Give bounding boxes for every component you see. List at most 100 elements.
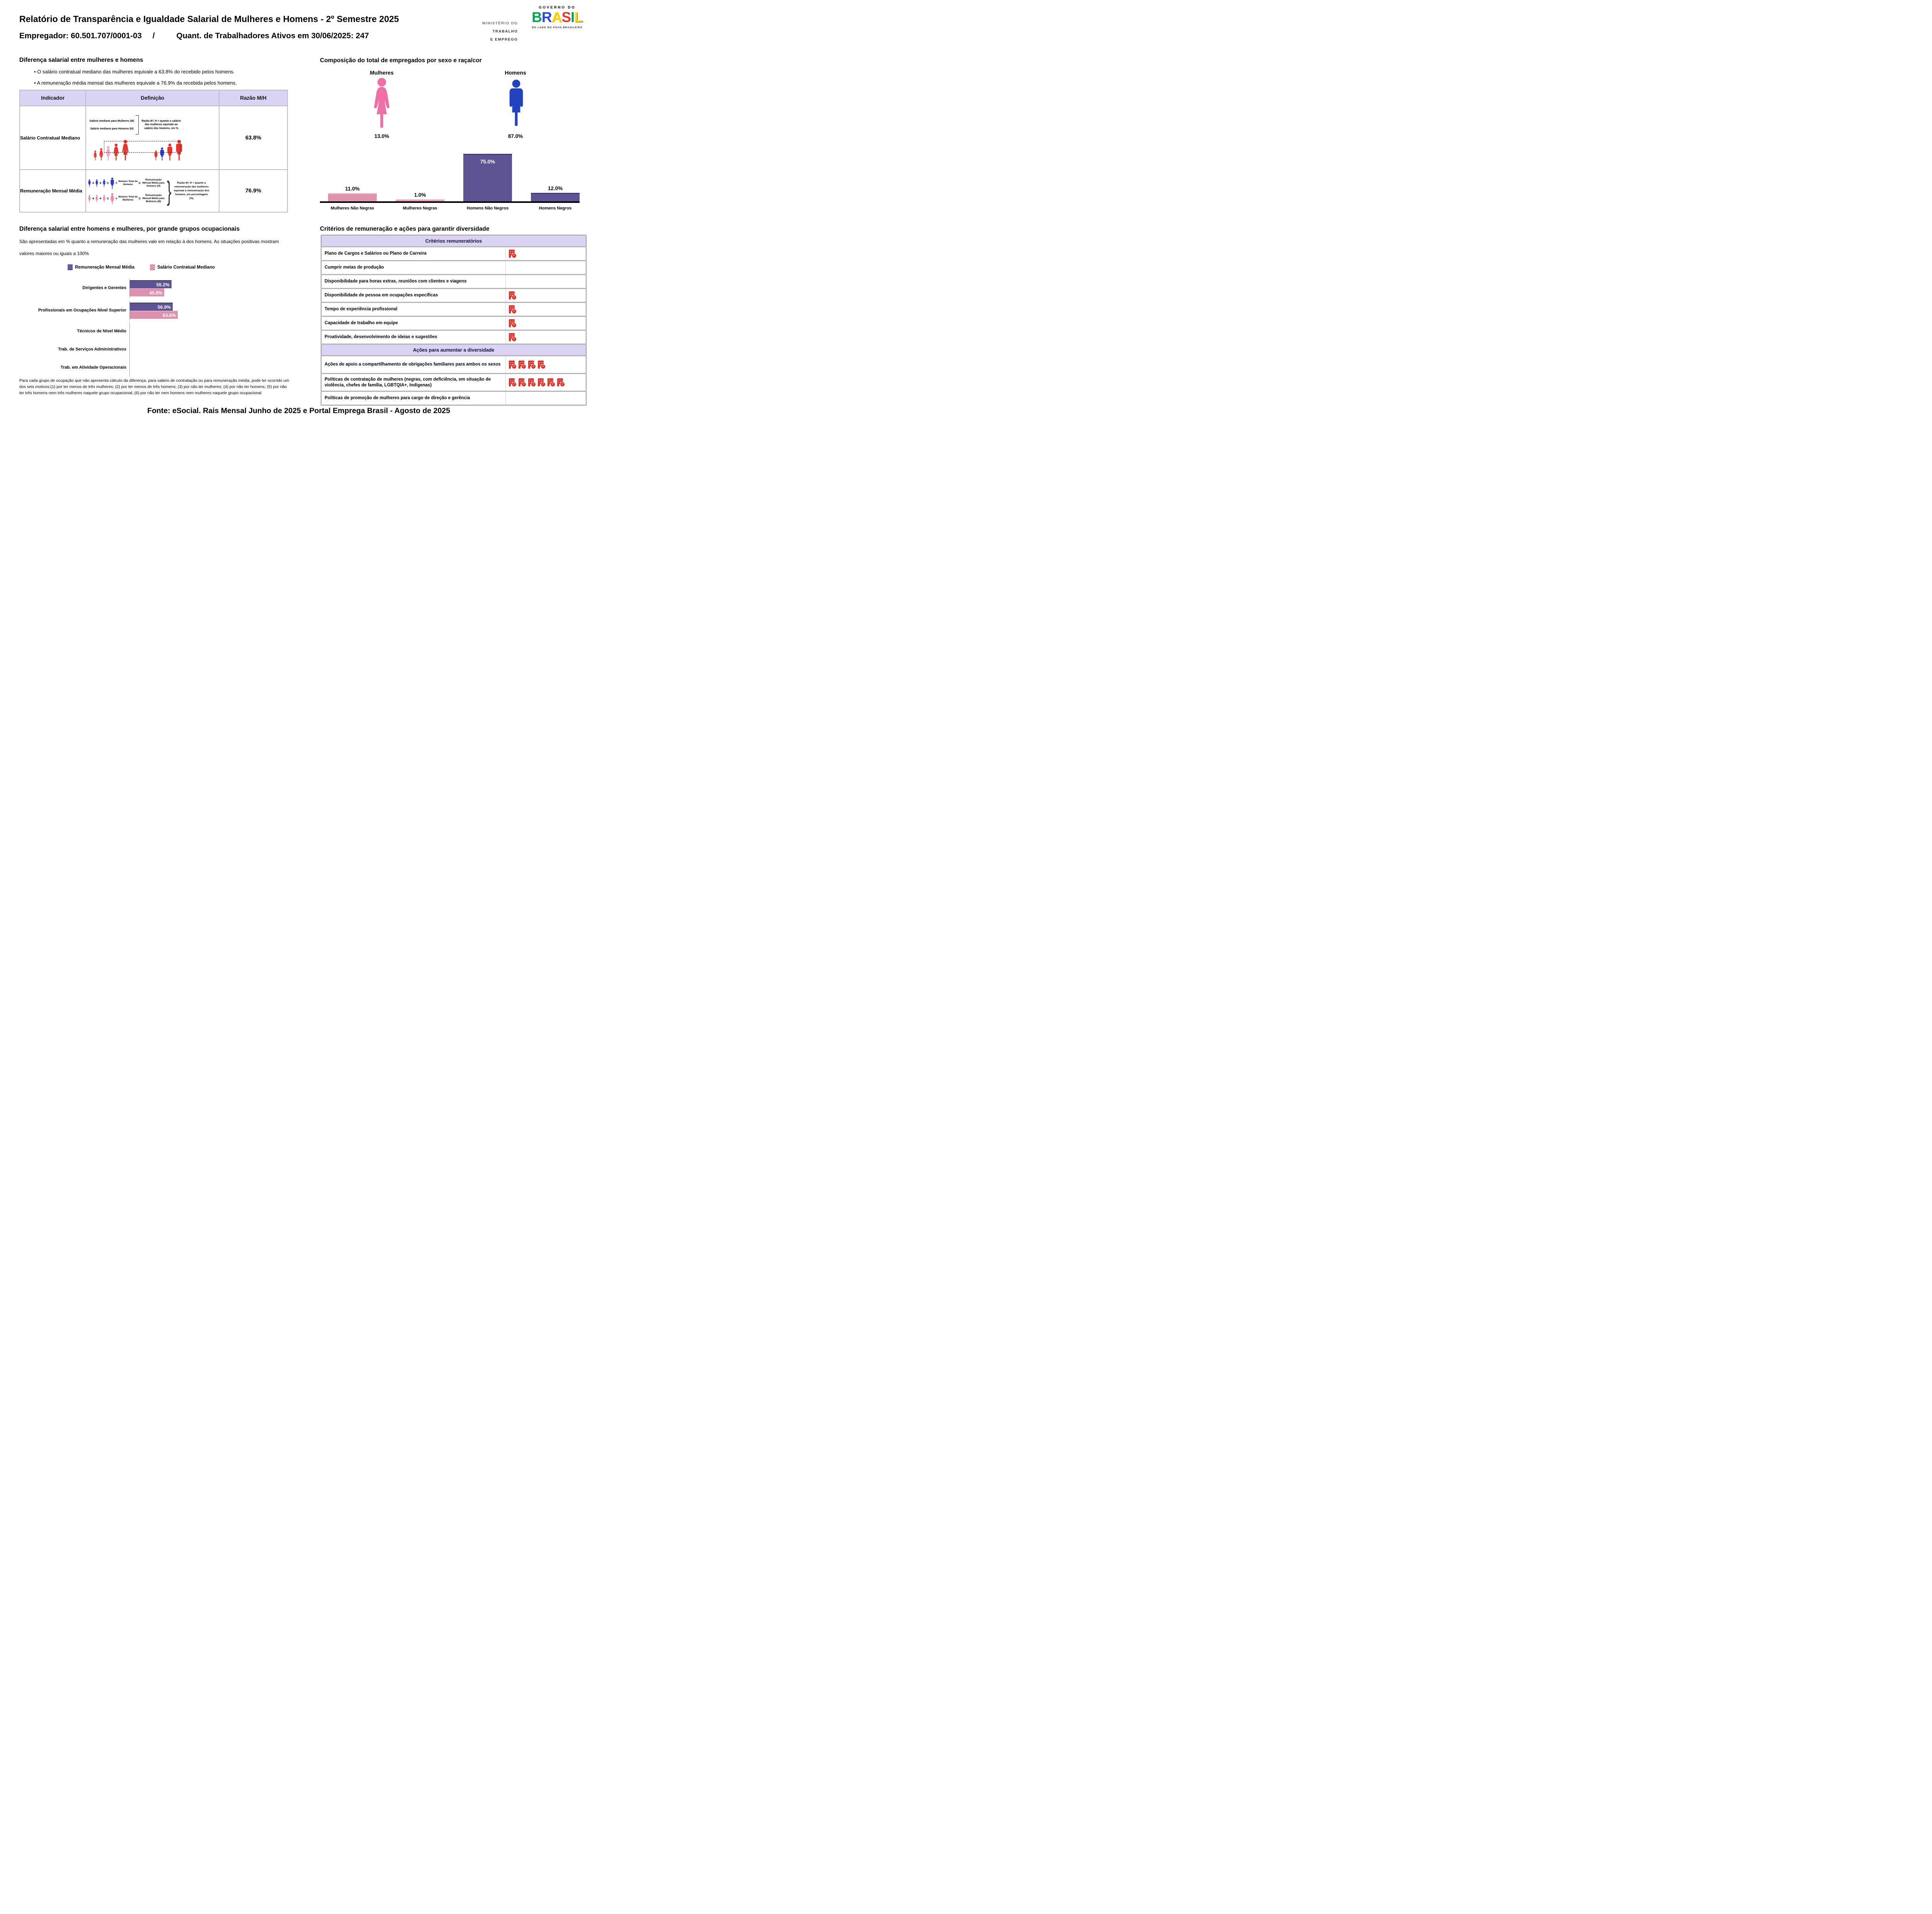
occupational-heading: Diferença salarial entre homens e mulher… xyxy=(19,226,240,232)
woman-icon xyxy=(99,148,104,160)
woman-icon xyxy=(88,195,91,202)
man-icon xyxy=(88,179,91,187)
brasil-wordmark: BRASIL xyxy=(532,9,583,25)
building-check-icon: ✓ xyxy=(528,378,536,387)
bar-mulheres-nao-negras xyxy=(328,193,377,201)
people-row xyxy=(88,136,218,160)
female-group-label: Mulheres xyxy=(370,70,394,76)
section-header-acoes: Ações para aumentar a diversidade xyxy=(321,344,586,356)
building-check-icon: ✓ xyxy=(509,378,517,387)
woman-icon xyxy=(102,195,106,202)
indicator-label: Salário Contratual Mediano xyxy=(19,105,87,170)
check-icons: ✓ ✓ ✓ ✓ xyxy=(509,361,586,369)
ratio-value: 63.8% xyxy=(219,105,288,170)
employer-line: Empregador: 60.501.707/0001-03 / Quant. de… xyxy=(19,31,369,41)
male-figure-icon xyxy=(506,77,526,128)
woman-icon xyxy=(93,150,97,160)
indicator-label: Remuneração Mensal Média xyxy=(19,169,87,213)
bullet-mean-remuneration: • A remuneração média mensal das mulhere… xyxy=(34,80,237,86)
table-row: Disponibilidade para horas extras, reuni… xyxy=(321,274,586,289)
bar-group-empty xyxy=(129,322,290,340)
bar-column: 11.0% xyxy=(328,186,377,201)
chart-row: Dirigentes e Gerentes 55.2% 45.8% xyxy=(19,277,290,299)
mean-remuneration-diagram: + + = ÷ Número Total de Homens = Remuner… xyxy=(86,175,219,207)
chart-row: Trab. de Serviços Administrativos xyxy=(19,340,290,359)
diagram-line-men: Salário mediano para Homens (H) xyxy=(90,127,134,130)
building-check-icon: ✓ xyxy=(509,305,517,314)
criteria-table: Critérios remuneratórios Plano de Cargos… xyxy=(321,235,587,406)
bar-salario: 45.8% xyxy=(130,288,165,296)
building-check-icon: ✓ xyxy=(509,291,517,300)
category-label: Mulheres Negras xyxy=(403,206,437,211)
bar-value-label: 75.0% xyxy=(480,159,495,165)
table-row: Salário Contratual Mediano Salário media… xyxy=(19,105,288,170)
category-label: Dirigentes e Gerentes xyxy=(82,286,126,291)
table-row: Capacidade de trabalho em equipe ✓ xyxy=(321,316,586,331)
x-axis-line xyxy=(320,201,580,203)
bar-salario: 63.6% xyxy=(130,311,178,319)
salary-gap-heading: Diferença salarial entre mulheres e home… xyxy=(19,57,143,63)
women-formula: + + = ÷ Número Total de Mulheres = Remun… xyxy=(88,193,165,204)
bar-value-label: 1.0% xyxy=(414,192,426,198)
bar-mulheres-negras xyxy=(396,199,444,201)
governo-do-brasil-logo: GOVERNO DO BRASIL DO LADO DO POVO BRASIL… xyxy=(522,5,592,29)
pink-swatch-icon xyxy=(150,264,155,270)
category-label: Mulheres Não Negras xyxy=(330,206,374,211)
chart-footnote: Para cada grupo de ocupação que não apre… xyxy=(19,378,289,395)
man-icon xyxy=(110,177,115,189)
table-row: Remuneração Mensal Média + + = ÷ xyxy=(19,169,288,213)
building-check-icon: ✓ xyxy=(557,378,565,387)
bullet-median-salary: • O salário contratual mediano das mulhe… xyxy=(34,69,235,75)
male-group-label: Homens xyxy=(505,70,526,76)
bar-group-empty xyxy=(129,340,290,359)
report-page: Relatório de Transparência e Igualdade S… xyxy=(0,0,597,425)
chart-row: Trab. em Atividade Operacionais xyxy=(19,359,290,377)
bar-remuneracao: 56.9% xyxy=(130,303,173,311)
occupational-description: São apresentadas em % quanto a remuneraç… xyxy=(19,239,279,256)
bar-value-label: 12.0% xyxy=(548,185,563,191)
bar-value-label: 11.0% xyxy=(345,186,360,192)
check-icons: ✓ xyxy=(509,250,586,258)
women-total-label: Número Total de Mulheres xyxy=(118,195,138,201)
female-share-value: 13.0% xyxy=(374,133,389,139)
purple-swatch-icon xyxy=(68,264,73,270)
criteria-heading: Critérios de remuneração e ações para ga… xyxy=(320,226,490,232)
table-row: Ações de apoio a compartilhamento de obr… xyxy=(321,355,586,374)
diagram-explanation: Razão M / H = quanto o salário das mulhe… xyxy=(141,119,181,130)
category-label: Profissionais em Ocupações Nível Superio… xyxy=(38,308,126,313)
median-comparison-box xyxy=(104,141,181,153)
table-row: Proatividade, desenvolvimento de ideias … xyxy=(321,330,586,345)
building-check-icon: ✓ xyxy=(538,361,546,369)
bar-column: 75.0% xyxy=(463,154,512,201)
table-row: Plano de Cargos e Salários ou Plano de C… xyxy=(321,246,586,261)
col-header-razao: Razão M/H xyxy=(219,90,288,106)
bar-homens-nao-negros: 75.0% xyxy=(463,154,512,201)
building-check-icon: ✓ xyxy=(509,319,517,328)
check-icons: ✓ xyxy=(509,333,586,342)
women-mean-label: Remuneração Mensal Média para Mulheres (… xyxy=(142,194,165,203)
ratio-value: 76.9% xyxy=(219,169,288,213)
brace-shape: } xyxy=(167,176,172,206)
bar-column: 1.0% xyxy=(396,192,444,201)
chart-legend: Remuneração Mensal Média Salário Contrat… xyxy=(68,264,215,270)
category-label: Homens Não Negros xyxy=(466,206,509,211)
check-icons: ✓ xyxy=(509,319,586,328)
employer-id: Empregador: 60.501.707/0001-03 xyxy=(19,31,142,40)
male-share-value: 87.0% xyxy=(508,133,523,139)
table-row: Tempo de experiência profissional ✓ xyxy=(321,302,586,317)
men-formula: + + = ÷ Número Total de Homens = Remuner… xyxy=(88,177,165,189)
building-check-icon: ✓ xyxy=(509,333,517,342)
men-total-label: Número Total de Homens xyxy=(118,180,138,186)
bar-group-empty xyxy=(129,359,290,377)
active-workers: Quant. de Trabalhadores Ativos em 30/06/… xyxy=(176,31,369,40)
source-footer: Fonte: eSocial. Rais Mensal Junho de 202… xyxy=(147,407,450,415)
bar-column: 12.0% xyxy=(531,185,580,201)
check-icons: ✓ ✓ ✓ ✓ ✓ ✓ xyxy=(509,378,586,387)
building-check-icon: ✓ xyxy=(519,378,527,387)
indicator-table-header-row: Indicador Definição Razão M/H xyxy=(19,90,288,106)
woman-icon xyxy=(95,195,99,202)
table-row: Cumprir metas de produção xyxy=(321,260,586,275)
category-label: Técnicos de Nível Médio xyxy=(77,328,126,333)
building-check-icon: ✓ xyxy=(538,378,546,387)
ministry-logo: MINISTÉRIO DO TRABALHO E EMPREGO xyxy=(482,21,518,42)
